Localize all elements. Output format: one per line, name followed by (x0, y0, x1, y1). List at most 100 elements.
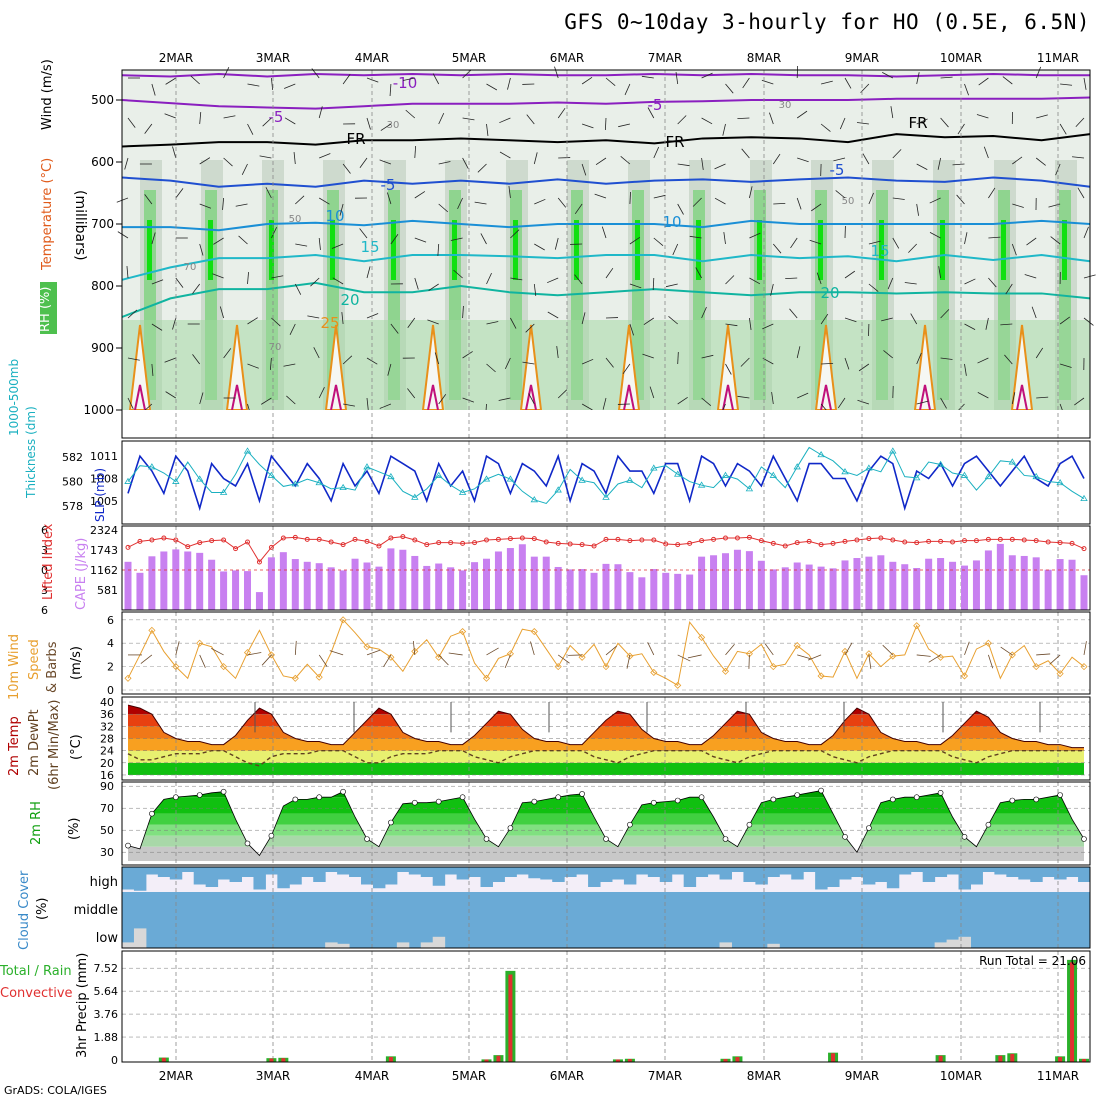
wind-barb (462, 306, 464, 319)
y-tick-label: 0 (107, 684, 114, 697)
precip-convective-bar (938, 1055, 943, 1062)
wind-speed-point (602, 663, 610, 671)
wind-barb (379, 159, 392, 165)
cape-bar (483, 558, 490, 610)
isotherm-35-dome (623, 384, 635, 411)
thickness-point (721, 471, 730, 478)
wind-barb (1035, 157, 1046, 166)
cape-bar (913, 568, 921, 610)
wind-barb (1011, 392, 1016, 405)
high-cloud-bar (1054, 867, 1067, 880)
wind-barb (175, 641, 180, 656)
rh-zone-saturated (940, 220, 945, 280)
contour-label: 15 (870, 242, 889, 260)
wind-barb (714, 197, 726, 205)
wind-barb (223, 157, 233, 167)
wind-barb (1060, 83, 1073, 86)
wind-barb (379, 403, 392, 409)
wind-barb (749, 277, 761, 285)
wind-barb (789, 308, 798, 319)
rh-band (128, 813, 1084, 825)
wind-barb (414, 191, 426, 199)
contour-label: FR (346, 130, 365, 148)
wind-barb (605, 77, 616, 87)
wind-barb (190, 75, 200, 85)
high-cloud-bar (217, 867, 231, 880)
wind-barb (124, 157, 129, 170)
rh-point (818, 787, 824, 794)
li-point (1033, 538, 1039, 544)
wind-barb (740, 357, 750, 367)
high-cloud-bar (671, 867, 685, 875)
high-cloud-bar (611, 867, 625, 880)
rh-point (364, 836, 370, 842)
wind-barb (821, 362, 834, 365)
wind-speed-point (172, 663, 180, 671)
ylabel-thickness-2: Thickness (dm) (24, 406, 38, 499)
wind-barb (438, 654, 449, 666)
date-label-top: 10MAR (940, 51, 982, 65)
li-point (866, 536, 872, 542)
wind-barb (749, 232, 761, 239)
high-cloud-bar (1018, 867, 1031, 880)
wind-barb (175, 277, 184, 288)
wind-barb (762, 357, 774, 365)
cape-bar (949, 561, 957, 610)
wind-barb (929, 197, 941, 204)
wind-barb (486, 647, 499, 656)
y-tick-label: 28 (100, 733, 114, 746)
wind-barb (366, 313, 379, 319)
wind-barb (785, 277, 798, 280)
rh-point (196, 792, 203, 798)
li-point (507, 536, 513, 542)
wind-barb (701, 157, 704, 170)
cape-bar (1032, 557, 1040, 610)
wind-speed-point (626, 652, 634, 660)
high-cloud-bar (145, 867, 159, 875)
cape-bar (733, 549, 741, 610)
rh-zone-saturated (879, 220, 884, 280)
wind-barb (127, 309, 138, 319)
left-tick-label: 6 (41, 604, 48, 617)
li-point (615, 536, 621, 542)
contour-label: 30 (387, 120, 400, 131)
high-cloud-bar (337, 867, 350, 875)
wind-barb (737, 117, 750, 120)
wind-barb (533, 283, 537, 296)
y-tick-label: 600 (91, 155, 114, 169)
wind-barb (453, 269, 463, 279)
high-cloud-bar (157, 867, 171, 877)
wind-barb (557, 197, 567, 208)
wind-barb (642, 353, 654, 359)
wind-barb (890, 106, 894, 119)
wind-barb (749, 186, 753, 199)
wind-barb (770, 283, 774, 296)
wind-barb (438, 203, 449, 213)
li-point (830, 540, 836, 546)
high-cloud-bar (122, 867, 135, 890)
precip-convective-bar (998, 1055, 1003, 1062)
rh-point (913, 794, 920, 801)
cape-bar (506, 548, 514, 610)
wind-barb (796, 346, 801, 359)
rh-point (173, 794, 179, 801)
wind-barb (407, 388, 416, 399)
wind-barb (964, 641, 970, 656)
wind-barb (977, 357, 989, 364)
rh-point (483, 836, 490, 842)
li-point (388, 535, 394, 541)
wind-speed-point (387, 653, 395, 661)
date-label-top: 2MAR (159, 51, 194, 65)
wind-barb (556, 346, 559, 359)
low-cloud-gap (325, 942, 338, 948)
wind-barb (211, 647, 224, 656)
thickness-point (506, 475, 515, 482)
wind-barb (366, 357, 378, 365)
rh-point (650, 799, 657, 806)
wind-barb (342, 74, 351, 85)
date-label-top: 7MAR (648, 51, 683, 65)
high-cloud-bar (564, 867, 577, 877)
wind-barb (916, 352, 922, 365)
wind-barb (985, 317, 989, 330)
wind-barb (695, 267, 702, 279)
